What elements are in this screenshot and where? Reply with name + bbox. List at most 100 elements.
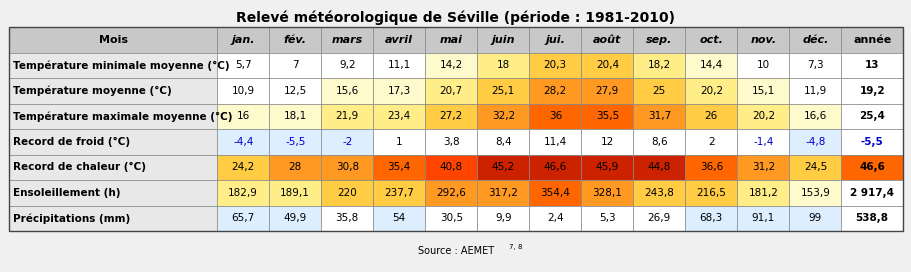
- Text: 44,8: 44,8: [647, 162, 670, 172]
- Text: 36: 36: [548, 112, 561, 122]
- Text: Mois: Mois: [98, 35, 128, 45]
- Text: 181,2: 181,2: [748, 188, 777, 198]
- Text: 27,9: 27,9: [595, 86, 619, 96]
- Text: mars: mars: [332, 35, 363, 45]
- Text: 54: 54: [393, 214, 405, 224]
- Text: 153,9: 153,9: [800, 188, 829, 198]
- Text: oct.: oct.: [699, 35, 722, 45]
- Text: 7, 8: 7, 8: [508, 244, 522, 250]
- Text: fév.: fév.: [283, 35, 306, 45]
- Text: 243,8: 243,8: [644, 188, 673, 198]
- Text: -4,8: -4,8: [804, 137, 824, 147]
- Text: 46,6: 46,6: [858, 162, 884, 172]
- Text: 16: 16: [236, 112, 250, 122]
- Text: 189,1: 189,1: [280, 188, 310, 198]
- Text: 11,4: 11,4: [543, 137, 567, 147]
- Text: 18: 18: [496, 60, 509, 70]
- Text: 7: 7: [292, 60, 298, 70]
- Text: 2: 2: [707, 137, 714, 147]
- Text: 13: 13: [864, 60, 878, 70]
- Text: août: août: [592, 35, 620, 45]
- Text: 24,2: 24,2: [231, 162, 254, 172]
- Text: 15,1: 15,1: [751, 86, 774, 96]
- Text: 25,1: 25,1: [491, 86, 515, 96]
- Text: 5,3: 5,3: [599, 214, 615, 224]
- Text: 27,2: 27,2: [439, 112, 463, 122]
- Text: 19,2: 19,2: [858, 86, 884, 96]
- Text: 14,2: 14,2: [439, 60, 463, 70]
- Text: 11,9: 11,9: [803, 86, 826, 96]
- Text: 18,1: 18,1: [283, 112, 306, 122]
- Text: -5,5: -5,5: [860, 137, 883, 147]
- Text: Température minimale moyenne (°C): Température minimale moyenne (°C): [14, 60, 230, 71]
- Text: 49,9: 49,9: [283, 214, 306, 224]
- Text: 31,7: 31,7: [647, 112, 670, 122]
- Text: 1: 1: [395, 137, 402, 147]
- Text: 68,3: 68,3: [699, 214, 722, 224]
- Text: Record de froid (°C): Record de froid (°C): [14, 137, 130, 147]
- Text: sep.: sep.: [646, 35, 671, 45]
- Text: 182,9: 182,9: [228, 188, 258, 198]
- Text: Ensoleillement (h): Ensoleillement (h): [14, 188, 120, 198]
- Text: 99: 99: [808, 214, 821, 224]
- Text: 328,1: 328,1: [592, 188, 621, 198]
- Text: 18,2: 18,2: [647, 60, 670, 70]
- Text: 354,4: 354,4: [540, 188, 569, 198]
- Text: Précipitations (mm): Précipitations (mm): [14, 213, 130, 224]
- Text: 9,9: 9,9: [495, 214, 511, 224]
- Text: 8,4: 8,4: [495, 137, 511, 147]
- Text: déc.: déc.: [802, 35, 828, 45]
- Text: 46,6: 46,6: [543, 162, 567, 172]
- Text: 35,8: 35,8: [335, 214, 358, 224]
- Text: 10: 10: [756, 60, 769, 70]
- Text: 65,7: 65,7: [231, 214, 254, 224]
- Text: 20,4: 20,4: [595, 60, 619, 70]
- Text: 12: 12: [600, 137, 613, 147]
- Text: 31,2: 31,2: [751, 162, 774, 172]
- Text: 26,9: 26,9: [647, 214, 670, 224]
- Text: 8,6: 8,6: [650, 137, 667, 147]
- Text: juin: juin: [491, 35, 515, 45]
- Text: 25,4: 25,4: [858, 112, 884, 122]
- Text: 15,6: 15,6: [335, 86, 358, 96]
- Text: 45,9: 45,9: [595, 162, 619, 172]
- Text: 2,4: 2,4: [547, 214, 563, 224]
- Text: 20,2: 20,2: [751, 112, 774, 122]
- Text: avril: avril: [384, 35, 413, 45]
- Text: 2 917,4: 2 917,4: [849, 188, 893, 198]
- Text: 20,2: 20,2: [699, 86, 722, 96]
- Text: 35,4: 35,4: [387, 162, 411, 172]
- Text: 30,8: 30,8: [335, 162, 358, 172]
- Text: année: année: [852, 35, 890, 45]
- Text: 12,5: 12,5: [283, 86, 306, 96]
- Text: 216,5: 216,5: [696, 188, 725, 198]
- Text: 24,5: 24,5: [803, 162, 826, 172]
- Text: 45,2: 45,2: [491, 162, 515, 172]
- Text: 7,3: 7,3: [806, 60, 823, 70]
- Text: 5,7: 5,7: [235, 60, 251, 70]
- Text: 30,5: 30,5: [439, 214, 462, 224]
- Text: 16,6: 16,6: [803, 112, 826, 122]
- Text: 28,2: 28,2: [543, 86, 567, 96]
- Text: Record de chaleur (°C): Record de chaleur (°C): [14, 162, 146, 172]
- Text: 14,4: 14,4: [699, 60, 722, 70]
- Text: 91,1: 91,1: [751, 214, 774, 224]
- Text: 11,1: 11,1: [387, 60, 411, 70]
- Text: -2: -2: [342, 137, 352, 147]
- Text: 10,9: 10,9: [231, 86, 254, 96]
- Text: nov.: nov.: [750, 35, 775, 45]
- Text: 292,6: 292,6: [435, 188, 466, 198]
- Text: mai: mai: [439, 35, 462, 45]
- Text: 20,7: 20,7: [439, 86, 462, 96]
- Text: jan.: jan.: [231, 35, 255, 45]
- Text: Source : AEMET: Source : AEMET: [417, 246, 494, 256]
- Text: 317,2: 317,2: [487, 188, 517, 198]
- Text: 23,4: 23,4: [387, 112, 411, 122]
- Text: 237,7: 237,7: [384, 188, 414, 198]
- Text: 32,2: 32,2: [491, 112, 515, 122]
- Text: 3,8: 3,8: [443, 137, 459, 147]
- Text: 26: 26: [704, 112, 717, 122]
- Text: 538,8: 538,8: [855, 214, 887, 224]
- Text: 220: 220: [337, 188, 357, 198]
- Text: 40,8: 40,8: [439, 162, 462, 172]
